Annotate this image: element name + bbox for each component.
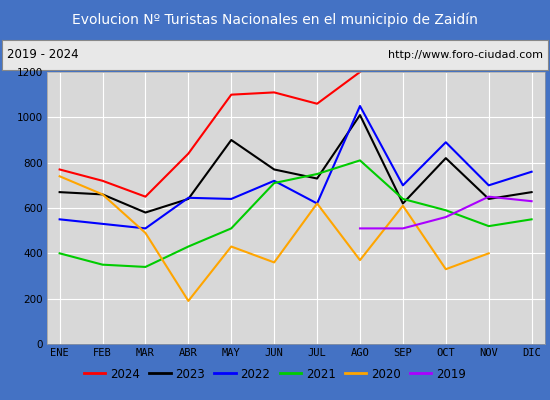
2023 bbox=[271, 167, 277, 172]
2023 bbox=[486, 196, 492, 201]
Legend: 2024, 2023, 2022, 2021, 2020, 2019: 2024, 2023, 2022, 2021, 2020, 2019 bbox=[79, 363, 471, 385]
2019 bbox=[357, 226, 364, 231]
2019 bbox=[443, 215, 449, 220]
2022 bbox=[271, 178, 277, 183]
2021 bbox=[443, 208, 449, 213]
2022 bbox=[185, 195, 191, 200]
2021 bbox=[228, 226, 234, 231]
2023 bbox=[56, 190, 63, 194]
Text: 2019 - 2024: 2019 - 2024 bbox=[7, 48, 79, 62]
2023 bbox=[443, 156, 449, 160]
2022 bbox=[228, 196, 234, 201]
2019 bbox=[529, 199, 535, 204]
2021 bbox=[271, 181, 277, 186]
2022 bbox=[357, 104, 364, 108]
2021 bbox=[99, 262, 106, 267]
2022 bbox=[314, 201, 321, 206]
2023 bbox=[529, 190, 535, 194]
2022 bbox=[443, 140, 449, 145]
2019 bbox=[486, 194, 492, 199]
Line: 2021: 2021 bbox=[59, 160, 532, 267]
2021 bbox=[486, 224, 492, 228]
2022 bbox=[142, 226, 148, 231]
Line: 2023: 2023 bbox=[59, 115, 532, 212]
2023 bbox=[314, 176, 321, 181]
2023 bbox=[400, 201, 406, 206]
Line: 2019: 2019 bbox=[360, 197, 532, 228]
2021 bbox=[400, 196, 406, 201]
2021 bbox=[56, 251, 63, 256]
2023 bbox=[185, 196, 191, 201]
Text: http://www.foro-ciudad.com: http://www.foro-ciudad.com bbox=[388, 50, 543, 60]
2019 bbox=[400, 226, 406, 231]
2022 bbox=[529, 169, 535, 174]
Text: Evolucion Nº Turistas Nacionales en el municipio de Zaidín: Evolucion Nº Turistas Nacionales en el m… bbox=[72, 13, 478, 27]
Line: 2022: 2022 bbox=[59, 106, 532, 228]
2021 bbox=[529, 217, 535, 222]
2021 bbox=[142, 264, 148, 269]
2023 bbox=[99, 192, 106, 197]
2022 bbox=[99, 222, 106, 226]
2021 bbox=[314, 172, 321, 176]
2022 bbox=[400, 183, 406, 188]
2021 bbox=[357, 158, 364, 163]
2022 bbox=[56, 217, 63, 222]
2023 bbox=[228, 138, 234, 142]
2023 bbox=[357, 113, 364, 118]
2023 bbox=[142, 210, 148, 215]
2021 bbox=[185, 244, 191, 249]
2022 bbox=[486, 183, 492, 188]
